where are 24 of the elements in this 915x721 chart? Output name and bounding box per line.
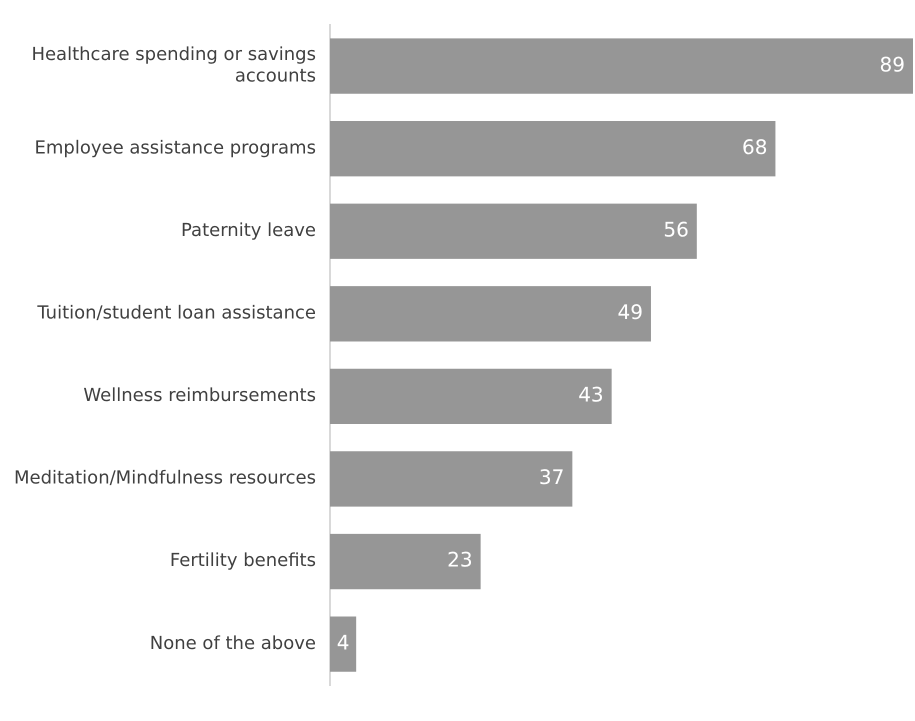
- data-label: 37: [538, 465, 564, 490]
- data-label: 56: [663, 217, 689, 242]
- bar: [330, 121, 776, 176]
- bar: [330, 204, 697, 259]
- y-tick-label: Healthcare spending or savings accounts: [31, 44, 316, 87]
- data-label: 49: [618, 300, 643, 324]
- data-label: 89: [880, 52, 905, 76]
- bar: [330, 286, 651, 342]
- data-label: 23: [447, 548, 473, 572]
- y-tick-label: Fertility benefits: [170, 550, 316, 572]
- data-label: 4: [336, 630, 350, 654]
- data-label: 43: [578, 382, 604, 407]
- bar: [330, 368, 612, 424]
- y-tick-label: None of the above: [150, 632, 316, 654]
- y-tick-label: Employee assistance programs: [34, 137, 316, 158]
- data-label: 68: [742, 134, 768, 159]
- y-tick-label: Tuition/student loan assistance: [36, 302, 316, 324]
- bar: [330, 38, 913, 94]
- bar: [330, 616, 356, 672]
- bar: [330, 534, 481, 590]
- bar: [330, 451, 572, 507]
- y-tick-label: Paternity leave: [180, 220, 316, 241]
- y-tick-label: Wellness reimbursements: [83, 385, 316, 406]
- y-tick-label: Meditation/Mindfulness resources: [14, 468, 316, 489]
